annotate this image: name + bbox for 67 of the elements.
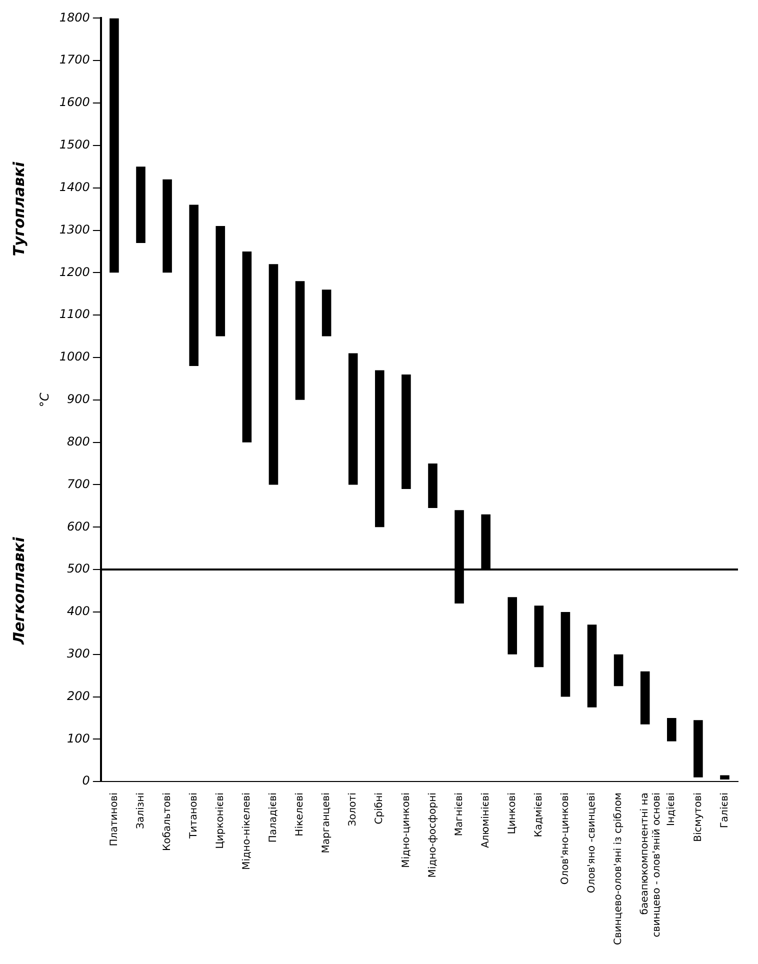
x-tick-label: Цинкові (506, 792, 518, 834)
y-tick-label: 1400 (59, 180, 90, 194)
text: Легкоплавкі (10, 536, 28, 646)
bar (136, 166, 146, 243)
x-tick-label: Цирконієві (214, 792, 226, 849)
y-tick-label: 900 (67, 392, 90, 406)
y-tick-label: 1000 (59, 350, 90, 364)
x-tick-label: Срібні (374, 792, 386, 824)
x-tick-label: Мідно-нікелеві (242, 792, 253, 870)
x-tick-label: Титанові (188, 792, 200, 840)
bar (110, 18, 119, 273)
y-tick-label: 1200 (59, 264, 90, 279)
bar (694, 720, 703, 778)
bar (162, 179, 172, 273)
x-tick-label: Марганцеві (321, 792, 332, 854)
y-tick-label: 1700 (59, 52, 90, 67)
y-tick-label: 1800 (59, 10, 90, 24)
bar (216, 226, 226, 336)
y-axis-title: °C (37, 392, 52, 408)
bar (322, 290, 332, 336)
bar (189, 204, 198, 366)
y-tick-label: 100 (67, 731, 90, 746)
x-tick-label: баеапюкомпонентні на свинцево - олов'яній основі (640, 792, 663, 938)
y-tick-label: 1600 (59, 95, 90, 110)
bar (428, 464, 438, 508)
x-tick-label: Паладієві (268, 792, 280, 843)
text: Тугоплавкі (10, 160, 28, 256)
y-tick-label: 200 (67, 688, 90, 703)
bar (295, 281, 305, 400)
y-tick-label: 400 (67, 604, 90, 618)
x-tick-label: Алюмінієві (480, 792, 492, 848)
x-tick-label: Золоті (348, 792, 359, 826)
x-tick-label: Галієві (719, 792, 730, 828)
bar (375, 370, 384, 528)
y-tick-label: 600 (67, 519, 90, 534)
bar (534, 606, 544, 668)
y-tick-label: 300 (67, 646, 90, 660)
y-tick-label: 1100 (59, 307, 90, 322)
bar (587, 624, 597, 708)
x-tick-label: Нікелеві (294, 792, 306, 836)
bar (348, 353, 358, 485)
x-tick-label: Олов'яно-цинкові (560, 792, 572, 885)
y-tick-label: 800 (67, 434, 90, 448)
bar (640, 671, 650, 724)
x-tick-label: Олов'яно -свинцеві (586, 792, 598, 894)
x-tick-label: Магнієві (454, 792, 465, 836)
x-tick-label: Індієві (666, 792, 678, 826)
x-tick-label: Залізні (135, 792, 146, 829)
bar (560, 612, 570, 697)
x-tick-label: Кобальтові (162, 792, 173, 852)
bar (614, 654, 624, 686)
x-tick-label: Мідно-фосфорні (427, 792, 438, 878)
y-tick-label: 500 (67, 562, 90, 576)
x-tick-label: Кадмієві (534, 792, 545, 838)
bar (242, 251, 252, 442)
bar (402, 374, 411, 489)
y-tick-label: 1500 (59, 138, 90, 152)
y-tick-label: 700 (67, 476, 90, 491)
x-tick-label: Свинцево-олов'яні із сріблом (613, 792, 624, 946)
y-tick-label: 1300 (59, 222, 90, 236)
bar (666, 718, 676, 742)
x-tick-label: Вісмутові (692, 792, 704, 842)
x-tick-label: Платинові (108, 792, 120, 846)
y-tick-label: 0 (82, 774, 90, 788)
bar (508, 597, 518, 654)
bar (268, 264, 278, 485)
x-tick-label: Мідно-цинкові (400, 792, 412, 868)
